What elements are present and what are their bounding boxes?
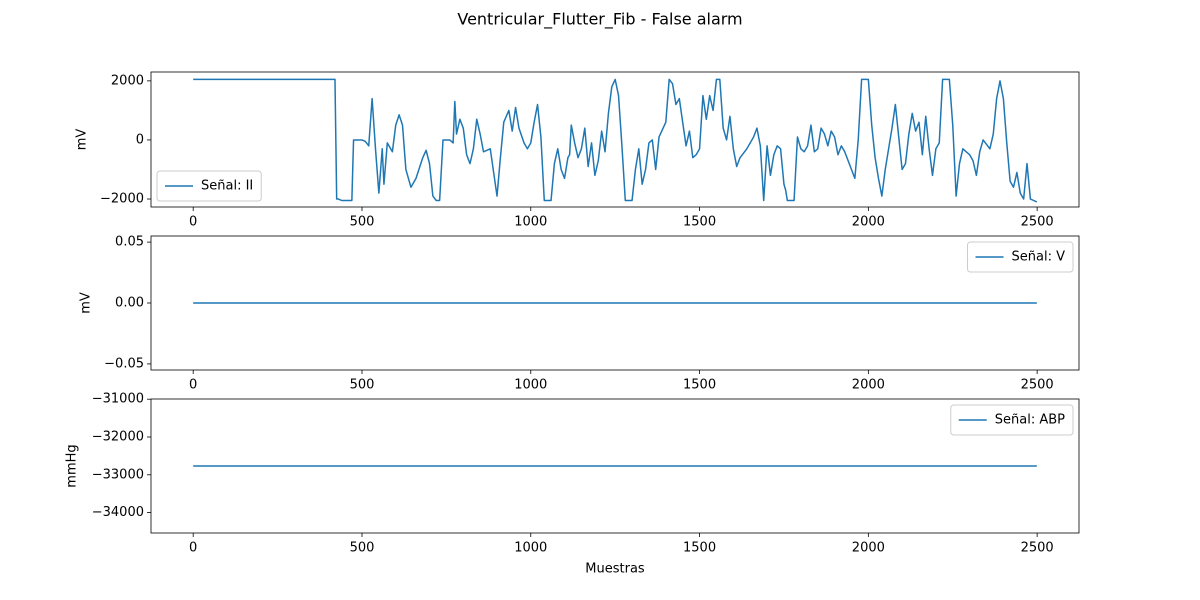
y-tick-label: −34000 (92, 505, 144, 520)
x-tick-label: 500 (350, 215, 375, 230)
axes-frame (150, 398, 1080, 534)
y-tick-label: 0.05 (115, 235, 144, 250)
x-tick-label: 500 (350, 541, 375, 556)
y-axis-label: mV (79, 292, 94, 314)
y-tick-label: −33000 (92, 467, 144, 482)
y-tick-label: −31000 (92, 392, 144, 407)
x-tick-label: 1000 (514, 378, 547, 393)
y-tick-label: −0.05 (104, 356, 144, 371)
x-tick-label: 1000 (514, 215, 547, 230)
legend: Señal: II (156, 170, 262, 202)
x-tick-label: 2000 (852, 378, 885, 393)
x-tick-label: 2500 (1021, 378, 1054, 393)
y-axis-label: mV (75, 129, 90, 151)
x-tick-label: 0 (189, 541, 197, 556)
y-tick-label: 2000 (111, 73, 144, 88)
plot-area (193, 78, 1038, 203)
legend-box (950, 404, 1074, 436)
y-tick-label: −32000 (92, 429, 144, 444)
x-tick-label: 1500 (683, 215, 716, 230)
y-tick-label: 0.00 (115, 296, 144, 311)
x-tick-label: 2000 (852, 541, 885, 556)
x-tick-label: 500 (350, 378, 375, 393)
axes-frame (150, 71, 1080, 208)
legend-label: Señal: V (1012, 250, 1066, 265)
x-tick-label: 1500 (683, 378, 716, 393)
y-tick-label: 0 (136, 132, 144, 147)
line-series (193, 78, 1038, 203)
x-tick-label: 2000 (852, 215, 885, 230)
x-tick-label: 1500 (683, 541, 716, 556)
x-axis-label: Muestras (585, 562, 645, 577)
x-tick-label: 1000 (514, 541, 547, 556)
x-tick-label: 2500 (1021, 541, 1054, 556)
x-tick-label: 0 (189, 378, 197, 393)
figure-title: Ventricular_Flutter_Fib - False alarm (457, 10, 742, 30)
legend-box (156, 170, 262, 202)
legend: Señal: V (967, 241, 1074, 273)
legend-box (967, 241, 1074, 273)
y-tick-label: −2000 (100, 192, 144, 207)
legend: Señal: ABP (950, 404, 1074, 436)
x-tick-label: 2500 (1021, 215, 1054, 230)
legend-label: Señal: II (201, 179, 253, 194)
legend-label: Señal: ABP (995, 413, 1065, 428)
y-axis-label: mmHg (65, 444, 80, 487)
x-tick-label: 0 (189, 215, 197, 230)
